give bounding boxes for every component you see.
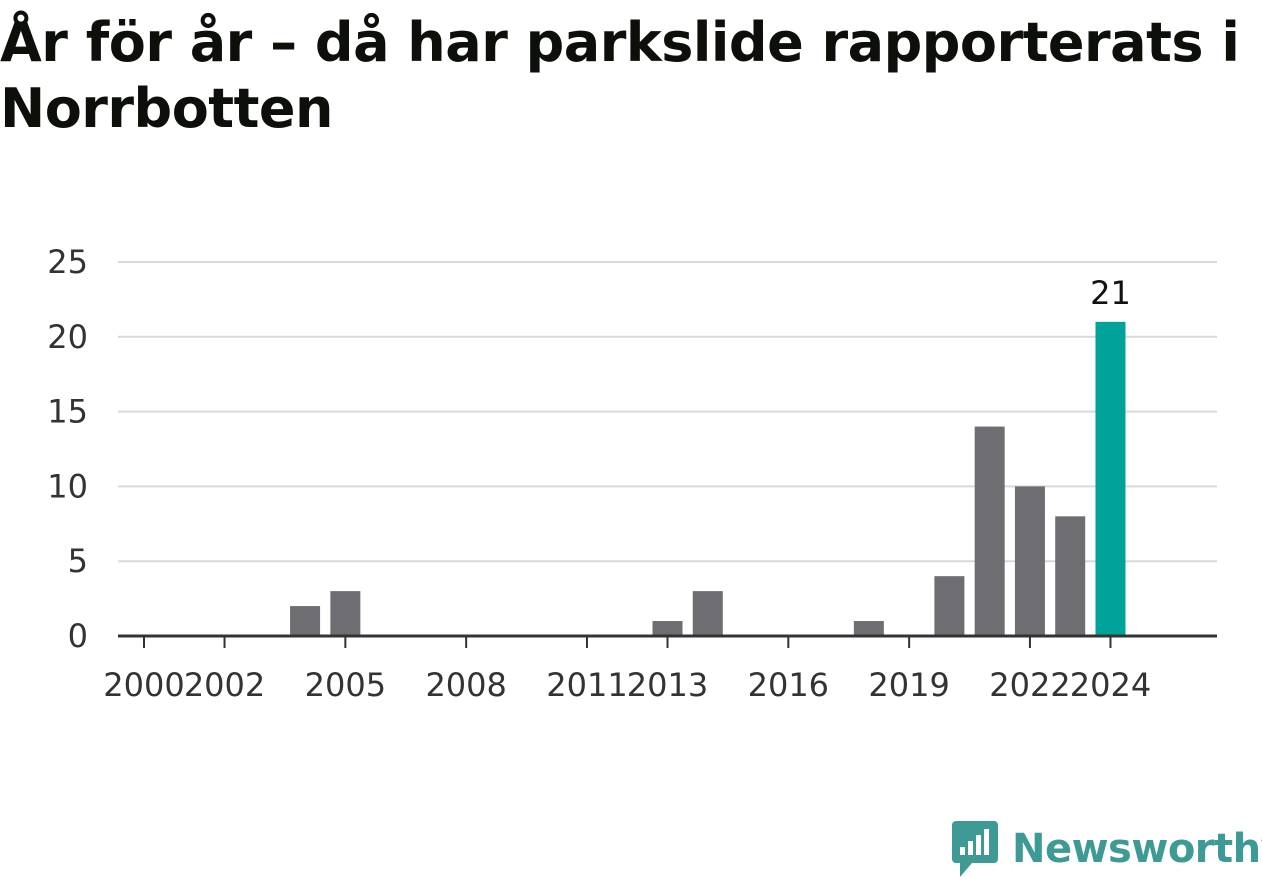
y-tick-label: 20 [47, 318, 88, 356]
brand-name: Newsworthy [1012, 826, 1262, 872]
bar-2014 [692, 591, 723, 636]
x-tick-label: 2016 [748, 666, 829, 704]
y-tick-label: 15 [47, 393, 88, 431]
x-tick-label: 2022 [989, 666, 1070, 704]
bar-2018 [853, 621, 884, 636]
y-tick-label: 0 [68, 617, 88, 655]
x-tick-label: 2005 [305, 666, 386, 704]
x-axis-ticks [143, 636, 1112, 648]
bar-2021 [974, 426, 1005, 636]
x-tick-label: 2008 [425, 666, 506, 704]
y-tick-label: 25 [47, 243, 88, 281]
x-axis-labels: 2000 2002 2005 2008 2011 2013 2016 2019 2022 2024 [103, 666, 1151, 704]
x-tick-label: 2024 [1070, 666, 1151, 704]
bars [290, 321, 1126, 636]
gridlines [118, 261, 1217, 563]
brand-logo: Newsworthy [950, 818, 1262, 880]
bar-2005 [330, 591, 361, 636]
chart-title: År för år – då har parkslide rapporterat… [0, 11, 1240, 140]
y-tick-label: 5 [68, 542, 88, 580]
bar-2020 [934, 576, 965, 636]
bar-2013 [652, 621, 683, 636]
value-labels: 21 [1090, 274, 1131, 312]
bar-2022 [1014, 486, 1045, 636]
x-tick-label: 2019 [868, 666, 949, 704]
y-tick-label: 10 [47, 467, 88, 505]
x-tick-label: 2000 [103, 666, 184, 704]
x-tick-label: 2002 [184, 666, 265, 704]
x-tick-label: 2011 [546, 666, 627, 704]
bar-2023 [1055, 516, 1086, 636]
bar-2004 [290, 606, 321, 636]
x-tick-label: 2013 [627, 666, 708, 704]
y-axis-labels: 0 5 10 15 20 25 [47, 243, 88, 655]
bar-2024 [1095, 321, 1126, 636]
value-label-2024: 21 [1090, 274, 1131, 312]
newsworthy-logo-icon [952, 821, 998, 877]
